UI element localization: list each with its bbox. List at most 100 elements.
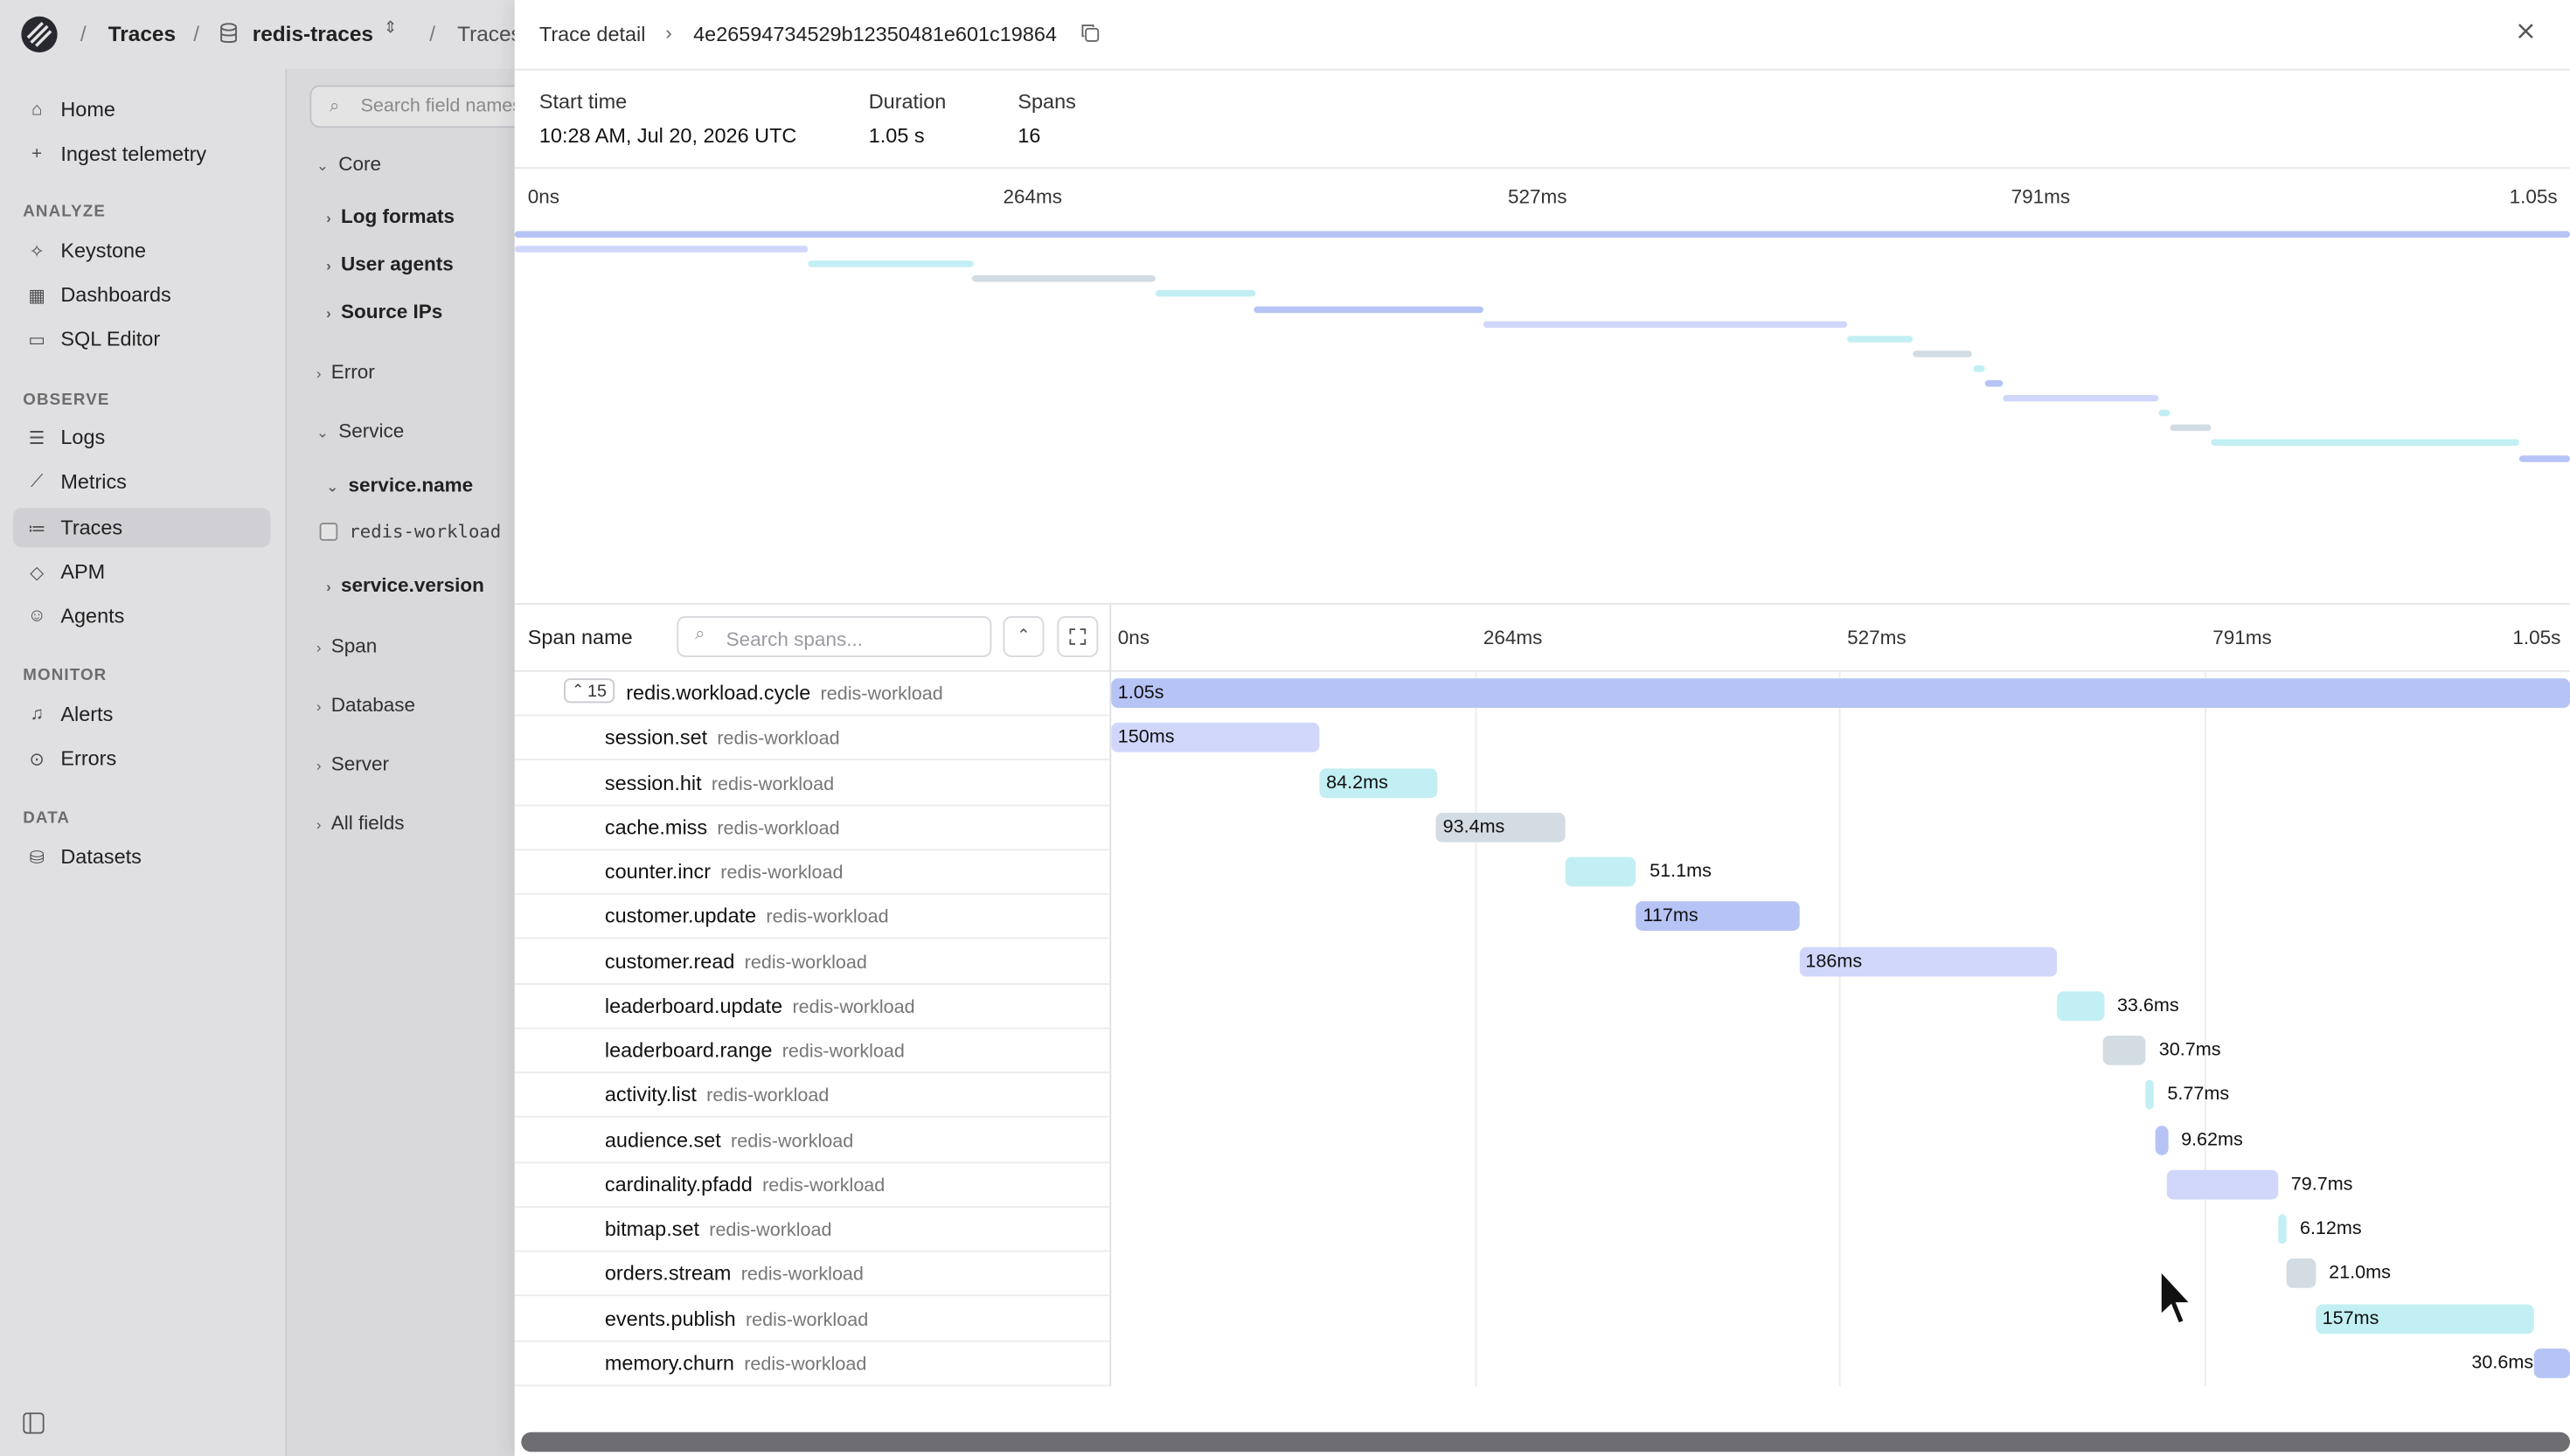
span-bar[interactable] xyxy=(2154,1125,2169,1154)
breadcrumb-traces-current[interactable]: Traces xyxy=(457,21,522,46)
sidebar-item-logs[interactable]: ☰ Logs xyxy=(13,418,270,457)
minimap-tick: 0ns xyxy=(527,184,560,209)
field-service-name[interactable]: ⌄ service.name xyxy=(326,474,473,496)
span-row[interactable]: customer.read redis-workload xyxy=(514,939,1110,984)
breadcrumb-separator: / xyxy=(193,21,200,46)
span-row[interactable]: cardinality.pfadd redis-workload xyxy=(514,1163,1110,1208)
close-icon[interactable] xyxy=(2514,20,2537,43)
span-bar[interactable] xyxy=(2533,1348,2570,1378)
sidebar-item-sql-editor[interactable]: ▭ SQL Editor xyxy=(13,320,270,359)
span-bar[interactable] xyxy=(2278,1214,2287,1245)
span-bar[interactable] xyxy=(2102,1036,2146,1065)
sidebar-item-dashboards[interactable]: ▦ Dashboards xyxy=(13,275,270,315)
sidebar-item-keystone[interactable]: ✧ Keystone xyxy=(13,231,270,270)
expand-view-button[interactable] xyxy=(1057,616,1099,657)
span-row[interactable]: orders.stream redis-workload xyxy=(514,1252,1110,1297)
sidebar-item-ingest[interactable]: + Ingest telemetry xyxy=(13,135,270,174)
span-row[interactable]: counter.incr redis-workload xyxy=(514,850,1110,895)
sidebar-item-apm[interactable]: ◇ APM xyxy=(13,552,270,592)
span-name-text: activity.list xyxy=(604,1083,697,1107)
copy-icon[interactable] xyxy=(1080,23,1101,43)
span-name: redis.workload.cycle redis-workload xyxy=(626,682,942,704)
field-log-formats[interactable]: › Log formats xyxy=(326,205,455,227)
field-service-version[interactable]: › service.version xyxy=(326,573,484,596)
span-bar[interactable] xyxy=(1319,767,1437,798)
field-group-error[interactable]: › Error xyxy=(316,361,375,384)
span-row[interactable]: leaderboard.update redis-workload xyxy=(514,984,1110,1030)
span-bar[interactable] xyxy=(1565,856,1637,887)
trace-minimap[interactable]: 0ns 264ms 527ms 791ms 1.05s xyxy=(514,167,2570,605)
chevron-up-icon: ⌃ xyxy=(572,682,585,698)
minimap-span-bar xyxy=(2212,440,2519,447)
span-bar[interactable] xyxy=(1636,901,1799,932)
span-row[interactable]: customer.update redis-workload xyxy=(514,895,1110,939)
field-search-input[interactable]: Search field names xyxy=(309,85,539,128)
span-name: bitmap.set redis-workload xyxy=(605,1217,832,1240)
span-row[interactable]: audience.set redis-workload xyxy=(514,1119,1110,1163)
sidebar: ⌂ Home + Ingest telemetry ANALYZE ✧ Keyston… xyxy=(0,69,285,1456)
span-bar[interactable] xyxy=(1798,946,2058,976)
sidebar-item-agents[interactable]: ☺ Agents xyxy=(13,597,270,636)
column-divider[interactable] xyxy=(1109,604,1112,1387)
field-group-service[interactable]: ⌄ Service xyxy=(316,419,404,442)
span-row[interactable]: cache.miss redis-workload xyxy=(514,806,1110,850)
span-duration-label: 5.77ms xyxy=(2167,1085,2230,1106)
field-group-span[interactable]: › Span xyxy=(316,634,377,657)
sidebar-item-alerts[interactable]: ♫ Alerts xyxy=(13,695,270,734)
collapse-sidebar-icon[interactable] xyxy=(23,1412,45,1434)
redis-workload-checkbox[interactable] xyxy=(319,523,338,541)
span-search-input[interactable]: Search spans... xyxy=(677,616,992,657)
span-bar[interactable] xyxy=(1111,678,2570,708)
dataset-selector[interactable]: redis-traces xyxy=(252,21,373,46)
span-name-text: bitmap.set xyxy=(604,1217,700,1241)
span-bar[interactable] xyxy=(2286,1258,2316,1289)
field-group-all-fields[interactable]: › All fields xyxy=(316,811,405,834)
search-icon: ⌕ xyxy=(695,624,705,644)
span-bar[interactable] xyxy=(2167,1169,2278,1200)
collapse-all-button[interactable]: ⌃ xyxy=(1003,616,1045,657)
sidebar-item-traces[interactable]: ≔ Traces xyxy=(13,508,271,548)
span-name-text: audience.set xyxy=(604,1127,721,1152)
span-row[interactable]: leaderboard.range redis-workload xyxy=(514,1030,1110,1074)
span-row[interactable]: memory.churn redis-workload xyxy=(514,1342,1110,1386)
start-time-value: 10:28 AM, Jul 20, 2026 UTC xyxy=(538,124,797,148)
app-logo-icon[interactable] xyxy=(20,15,59,54)
breadcrumb-separator: / xyxy=(80,21,87,46)
span-bar[interactable] xyxy=(1436,812,1566,842)
span-name-column-header: Span name xyxy=(527,626,633,649)
field-group-database[interactable]: › Database xyxy=(316,693,415,716)
span-bar[interactable] xyxy=(2316,1303,2534,1334)
field-source-ips[interactable]: › Source IPs xyxy=(326,300,442,322)
span-bar[interactable] xyxy=(2057,990,2104,1021)
span-row[interactable]: session.hit redis-workload xyxy=(514,761,1110,806)
collapse-children-button[interactable]: ⌃ 15 xyxy=(564,678,615,704)
minimap-span-bar xyxy=(1254,305,1484,313)
span-row[interactable]: redis.workload.cycle redis-workload ⌃ 15 xyxy=(514,672,1110,717)
apm-icon: ◇ xyxy=(30,563,45,583)
sidebar-item-home[interactable]: ⌂ Home xyxy=(13,90,270,129)
chevrons-up-icon: ⌃ xyxy=(1017,627,1031,646)
sidebar-item-label: Datasets xyxy=(60,845,142,869)
span-row[interactable]: session.set redis-workload xyxy=(514,717,1110,761)
span-row[interactable]: activity.list redis-workload xyxy=(514,1074,1110,1119)
span-service: redis-workload xyxy=(740,1265,864,1286)
span-bar[interactable] xyxy=(2146,1080,2155,1110)
backdrop-overlay[interactable] xyxy=(0,0,515,1456)
breadcrumb-traces[interactable]: Traces xyxy=(108,21,177,46)
horizontal-scrollbar[interactable] xyxy=(521,1432,2570,1453)
span-row[interactable]: bitmap.set redis-workload xyxy=(514,1208,1110,1252)
field-label: Log formats xyxy=(341,205,455,228)
span-duration-label: 84.2ms xyxy=(1326,773,1388,793)
sidebar-item-metrics[interactable]: ⟋ Metrics xyxy=(13,462,270,502)
sidebar-item-datasets[interactable]: ⛁ Datasets xyxy=(13,837,270,877)
field-user-agents[interactable]: › User agents xyxy=(326,253,454,275)
plus-icon: + xyxy=(31,144,43,164)
field-group-server[interactable]: › Server xyxy=(316,752,389,775)
span-row[interactable]: events.publish redis-workload xyxy=(514,1297,1110,1342)
span-service: redis-workload xyxy=(717,819,840,839)
span-service: redis-workload xyxy=(744,953,867,973)
field-group-core[interactable]: ⌄ Core xyxy=(316,152,381,175)
span-bar[interactable] xyxy=(1111,723,1320,753)
sidebar-item-errors[interactable]: ⊙ Errors xyxy=(13,739,270,779)
chevron-updown-icon[interactable]: ⇕ xyxy=(383,19,398,38)
